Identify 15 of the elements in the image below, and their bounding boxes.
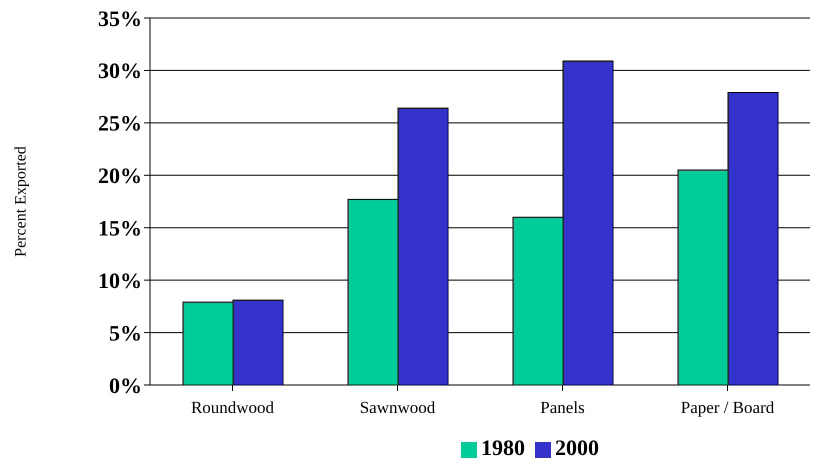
x-tick-label: Panels [540, 398, 585, 418]
y-tick-label: 0% [109, 372, 142, 398]
y-tick-label: 25% [98, 110, 142, 136]
y-tick-label: 15% [98, 216, 142, 241]
y-tick-label: 20% [98, 163, 142, 188]
y-axis-title: Percent Exported [12, 146, 30, 257]
legend-label: 2000 [555, 435, 599, 460]
x-tick-label: Roundwood [190, 398, 275, 418]
y-tick-label: 5% [109, 320, 142, 346]
y-tick-label: 30% [98, 58, 142, 84]
y-tick-label: 35% [98, 6, 142, 31]
x-tick-label: Sawnwood [360, 398, 436, 418]
y-tick-label: 10% [98, 268, 142, 293]
legend-label: 1980 [481, 435, 525, 460]
x-tick-label: Paper / Board [680, 398, 775, 418]
